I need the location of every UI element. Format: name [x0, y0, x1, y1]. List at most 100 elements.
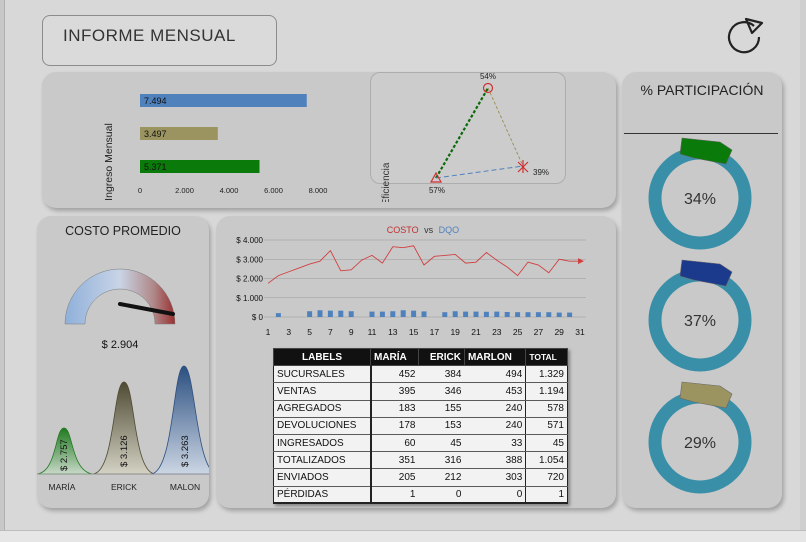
- chart-xtick: 3: [286, 327, 291, 337]
- dqo-bar: [400, 310, 406, 317]
- chart-xtick: 19: [450, 327, 460, 337]
- row-label: AGREGADOS: [273, 400, 372, 418]
- dqo-bar: [473, 311, 479, 317]
- efficiency-marker-right: [517, 160, 529, 173]
- cell-value: 494: [464, 365, 526, 384]
- refresh-icon[interactable]: [724, 15, 766, 57]
- chart-ytick: $ 4.000: [236, 236, 263, 245]
- chart-xtick: 27: [534, 327, 544, 337]
- efficiency-axis-label: % Eficiencia: [381, 162, 392, 202]
- efficiency-marker-left: [429, 171, 443, 183]
- header-marlon: MARLON: [463, 347, 527, 367]
- chart-xtick: 25: [513, 327, 523, 337]
- efficiency-panel: [370, 72, 566, 184]
- chart-xtick: 13: [388, 327, 398, 337]
- maria-value: $ 2.757: [59, 439, 70, 471]
- income-bar-label: 5.371: [144, 162, 167, 172]
- participation-segment: [679, 259, 733, 287]
- chart-xtick: 9: [349, 327, 354, 337]
- gauge-needle: [118, 302, 175, 316]
- dqo-bar: [348, 311, 354, 317]
- efficiency-marker-top: [482, 82, 494, 94]
- dqo-bar: [369, 311, 375, 317]
- income-tick: 0: [138, 186, 142, 195]
- cell-value: 720: [525, 468, 568, 487]
- cell-value: 45: [418, 434, 465, 453]
- cell-value: 351: [370, 451, 419, 470]
- dqo-bar: [421, 311, 427, 317]
- cell-value: 346: [418, 382, 465, 401]
- chart-xtick: 1: [266, 327, 271, 337]
- dqo-bar: [494, 311, 500, 317]
- erick-value: $ 3.126: [119, 435, 130, 467]
- chart-xtick: 17: [430, 327, 440, 337]
- efficiency-line-bottom: [435, 165, 524, 179]
- cell-value: 45: [525, 434, 568, 453]
- cell-value: 1: [370, 486, 419, 505]
- efficiency-label-left: 57%: [429, 186, 445, 195]
- table-row: ENVIADOS 205 212 303 720: [273, 468, 568, 487]
- cell-value: 571: [525, 417, 568, 435]
- cell-value: 1.329: [525, 365, 568, 384]
- dqo-bar: [390, 311, 396, 317]
- row-label: DEVOLUCIONES: [273, 417, 372, 435]
- malon-value: $ 3.263: [180, 435, 191, 467]
- efficiency-chart: % Eficiencia 54% 39% 57%: [381, 72, 549, 202]
- chart-title-dqo: DQO: [439, 225, 460, 235]
- efficiency-label-top: 54%: [480, 72, 496, 81]
- row-label: PÉRDIDAS: [273, 486, 372, 505]
- cell-value: 384: [418, 365, 465, 384]
- report-title: INFORME MENSUAL: [63, 26, 236, 45]
- dqo-bar: [525, 312, 531, 317]
- table-row: PÉRDIDAS 1 0 0 1: [273, 486, 568, 505]
- table-row: AGREGADOS 183 155 240 578: [273, 400, 568, 418]
- cell-value: 0: [464, 486, 526, 505]
- cell-value: 578: [525, 400, 568, 418]
- row-label: ENVIADOS: [273, 468, 372, 487]
- dqo-bar: [483, 311, 489, 317]
- chart-ytick: $ 0: [252, 313, 264, 322]
- cell-value: 212: [418, 468, 465, 487]
- table-row: VENTAS 395 346 453 1.194: [273, 382, 568, 401]
- cell-value: 388: [464, 451, 526, 470]
- cell-value: 155: [418, 400, 465, 418]
- cell-value: 1.194: [525, 382, 568, 401]
- chart-title: COSTO vs DQO: [387, 225, 459, 235]
- cost-title: COSTO PROMEDIO: [65, 224, 181, 238]
- chart-title-vs: vs: [424, 225, 434, 235]
- dqo-bar: [546, 312, 552, 317]
- cell-value: 395: [370, 382, 419, 401]
- dqo-bar: [515, 312, 521, 317]
- participation-value: 29%: [684, 435, 716, 452]
- table-row: DEVOLUCIONES 178 153 240 571: [273, 417, 568, 435]
- dqo-bar: [275, 313, 281, 317]
- cell-value: 303: [464, 468, 526, 487]
- cell-value: 240: [464, 400, 526, 418]
- income-tick: 6.000: [264, 186, 283, 195]
- income-bar: [140, 94, 307, 107]
- chart-ytick: $ 2.000: [236, 275, 263, 284]
- income-tick: 2.000: [175, 186, 194, 195]
- cell-value: 1.054: [525, 451, 568, 470]
- cell-value: 452: [370, 365, 419, 384]
- income-bar: [140, 127, 218, 140]
- cell-value: 33: [464, 434, 526, 453]
- chart-xtick: 5: [307, 327, 312, 337]
- cost-value: $ 2.904: [102, 339, 139, 351]
- maria-distribution: [37, 427, 94, 475]
- malon-name: MALON: [170, 482, 200, 492]
- income-bar-label: 7.494: [144, 96, 167, 106]
- cost-gauge: [64, 268, 176, 325]
- chart-xtick: 7: [328, 327, 333, 337]
- summary-table: LABELS MARÍA ERICK MARLON TOTAL SUCURSAL…: [273, 347, 568, 505]
- report-title-box: INFORME MENSUAL: [42, 15, 277, 66]
- chart-ytick: $ 1.000: [236, 294, 263, 303]
- cost-dqo-chart: COSTO vs DQO $ 4.000 $ 3.000 $ 2.000 $ 1.00…: [236, 225, 586, 337]
- cell-value: 1: [525, 486, 568, 505]
- table-row: INGRESADOS 60 45 33 45: [273, 434, 568, 453]
- dqo-bar: [442, 312, 448, 317]
- income-bar-label: 3.497: [144, 129, 167, 139]
- cell-value: 240: [464, 417, 526, 435]
- cell-value: 153: [418, 417, 465, 435]
- participation-segment: [679, 381, 733, 409]
